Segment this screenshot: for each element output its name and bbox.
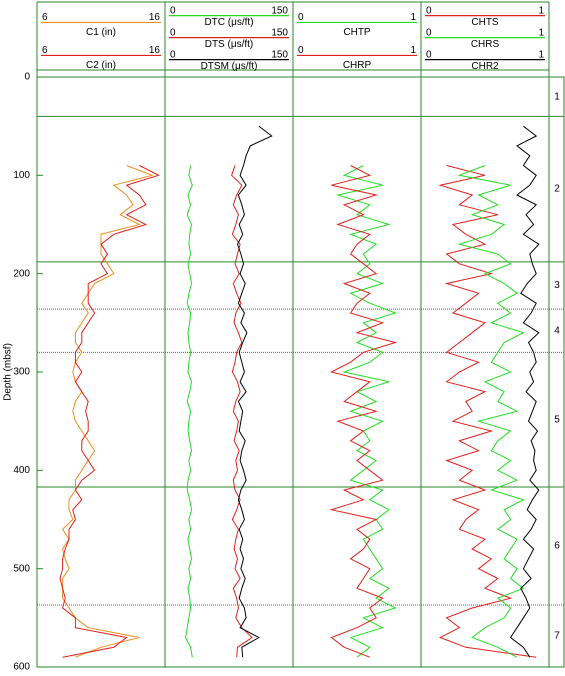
legend-label: CHR2 <box>471 61 499 72</box>
scale-max: 1 <box>410 45 416 56</box>
y-tick-label: 500 <box>13 563 30 574</box>
legend-label: DTC (μs/ft) <box>204 17 253 28</box>
scale-min: 6 <box>42 12 48 23</box>
scale-min: 0 <box>170 27 176 38</box>
log-curve <box>231 165 253 658</box>
log-curve <box>61 165 154 658</box>
scale-min: 0 <box>170 49 176 60</box>
log-curve <box>236 125 273 658</box>
legend-label: CHRP <box>343 60 372 71</box>
legend-label: DTS (μs/ft) <box>205 39 254 50</box>
scale-max: 1 <box>538 49 544 60</box>
y-tick-label: 400 <box>13 465 30 476</box>
log-curve <box>335 165 397 658</box>
unit-label: 5 <box>554 414 560 425</box>
log-curve <box>457 165 525 658</box>
y-tick-label: 0 <box>24 72 30 83</box>
legend-label: DTSM (μs/ft) <box>201 61 258 72</box>
scale-max: 150 <box>271 27 288 38</box>
scale-min: 0 <box>170 5 176 16</box>
legend-label: CHRS <box>471 39 500 50</box>
legend-label: C2 (in) <box>86 60 116 71</box>
scale-max: 150 <box>271 49 288 60</box>
scale-min: 0 <box>298 12 304 23</box>
y-axis-label: Depth (mbsf) <box>3 343 14 401</box>
unit-label: 6 <box>554 541 560 552</box>
scale-max: 1 <box>538 5 544 16</box>
scale-min: 0 <box>298 45 304 56</box>
unit-label: 1 <box>554 91 560 102</box>
scale-min: 0 <box>426 5 432 16</box>
legend-label: CHTS <box>471 17 499 28</box>
log-curve <box>509 125 540 658</box>
scale-min: 0 <box>426 49 432 60</box>
legend-label: CHTP <box>343 27 371 38</box>
log-curve <box>329 165 398 658</box>
log-curve <box>59 165 160 658</box>
scale-max: 1 <box>410 12 416 23</box>
scale-max: 16 <box>149 12 161 23</box>
y-tick-label: 200 <box>13 268 30 279</box>
y-tick-label: 100 <box>13 170 30 181</box>
unit-label: 2 <box>554 184 560 195</box>
scale-min: 6 <box>42 45 48 56</box>
unit-label: 7 <box>554 631 560 642</box>
log-curve <box>184 165 193 658</box>
legend-label: C1 (in) <box>86 27 116 38</box>
unit-label: 4 <box>554 325 560 336</box>
y-tick-label: 600 <box>13 662 30 673</box>
unit-label: 3 <box>554 280 560 291</box>
log-curve <box>438 165 537 658</box>
scale-min: 0 <box>426 27 432 38</box>
scale-max: 16 <box>149 45 161 56</box>
scale-max: 150 <box>271 5 288 16</box>
y-tick-label: 300 <box>13 367 30 378</box>
scale-max: 1 <box>538 27 544 38</box>
